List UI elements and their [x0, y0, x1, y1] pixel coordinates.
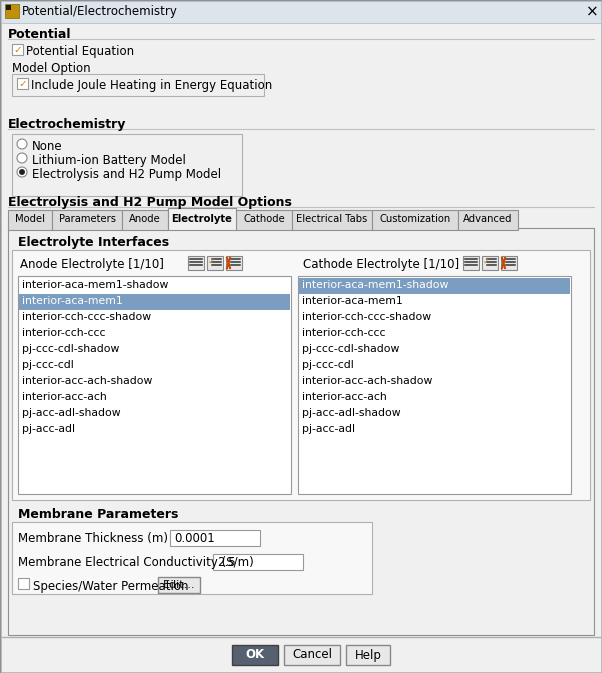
- Text: Membrane Thickness (m): Membrane Thickness (m): [18, 532, 168, 545]
- Bar: [372, 210, 458, 230]
- Text: Cathode: Cathode: [243, 214, 285, 224]
- Text: interior-aca-mem1: interior-aca-mem1: [302, 296, 403, 306]
- Bar: [8, 228, 594, 635]
- Bar: [52, 210, 122, 230]
- Bar: [8, 210, 52, 230]
- Text: Model: Model: [15, 214, 45, 224]
- Text: Potential/Electrochemistry: Potential/Electrochemistry: [22, 5, 178, 18]
- Text: pj-ccc-cdl-shadow: pj-ccc-cdl-shadow: [22, 344, 119, 354]
- Text: Anode: Anode: [129, 214, 161, 224]
- Text: ✓: ✓: [18, 79, 26, 89]
- Bar: [501, 256, 517, 270]
- Circle shape: [17, 167, 27, 177]
- Text: ✓: ✓: [483, 257, 490, 266]
- Bar: [12, 44, 23, 55]
- Text: Model Option: Model Option: [12, 62, 91, 75]
- Bar: [299, 278, 570, 294]
- Text: Electrolyte Interfaces: Electrolyte Interfaces: [18, 236, 169, 249]
- Text: pj-ccc-cdl: pj-ccc-cdl: [22, 360, 74, 370]
- Text: Edit...: Edit...: [163, 580, 195, 590]
- Text: pj-ccc-cdl-shadow: pj-ccc-cdl-shadow: [302, 344, 399, 354]
- Bar: [226, 256, 242, 270]
- Bar: [207, 256, 223, 270]
- Bar: [6, 5, 11, 10]
- Text: Species/Water Permeation: Species/Water Permeation: [33, 580, 188, 593]
- Text: Customization: Customization: [379, 214, 451, 224]
- Text: interior-cch-ccc-shadow: interior-cch-ccc-shadow: [302, 312, 431, 322]
- Text: interior-cch-ccc-shadow: interior-cch-ccc-shadow: [22, 312, 151, 322]
- Text: interior-acc-ach-shadow: interior-acc-ach-shadow: [302, 376, 432, 386]
- Bar: [158, 577, 200, 593]
- Bar: [292, 210, 372, 230]
- Text: pj-ccc-cdl: pj-ccc-cdl: [302, 360, 354, 370]
- Bar: [188, 256, 204, 270]
- Text: Include Joule Heating in Energy Equation: Include Joule Heating in Energy Equation: [31, 79, 272, 92]
- Text: Electrolysis and H2 Pump Model: Electrolysis and H2 Pump Model: [32, 168, 221, 181]
- Text: 2.5: 2.5: [217, 556, 235, 569]
- Circle shape: [17, 139, 27, 149]
- Text: Potential Equation: Potential Equation: [26, 45, 134, 58]
- Text: interior-acc-ach: interior-acc-ach: [302, 392, 386, 402]
- Bar: [232, 645, 278, 665]
- Bar: [170, 530, 260, 546]
- Bar: [298, 276, 571, 494]
- Bar: [213, 554, 303, 570]
- Text: Membrane Electrical Conductivity (S/m): Membrane Electrical Conductivity (S/m): [18, 556, 254, 569]
- Text: interior-cch-ccc: interior-cch-ccc: [22, 328, 105, 338]
- Text: Electrochemistry: Electrochemistry: [8, 118, 126, 131]
- Text: Membrane Parameters: Membrane Parameters: [18, 508, 178, 521]
- Bar: [122, 210, 168, 230]
- Text: ×: ×: [586, 5, 598, 20]
- Text: interior-aca-mem1-shadow: interior-aca-mem1-shadow: [302, 280, 448, 290]
- Bar: [346, 645, 390, 665]
- Bar: [12, 134, 242, 196]
- Text: pj-acc-adl-shadow: pj-acc-adl-shadow: [302, 408, 400, 418]
- Text: Advanced: Advanced: [464, 214, 513, 224]
- Circle shape: [20, 170, 24, 174]
- Bar: [5, 4, 19, 18]
- Text: Cancel: Cancel: [292, 649, 332, 662]
- Bar: [17, 78, 28, 89]
- Text: Electrolyte: Electrolyte: [172, 214, 232, 224]
- Text: Lithium-ion Battery Model: Lithium-ion Battery Model: [32, 154, 186, 167]
- Text: Parameters: Parameters: [58, 214, 116, 224]
- Text: ✓: ✓: [208, 257, 215, 266]
- Text: Electrical Tabs: Electrical Tabs: [296, 214, 368, 224]
- Text: Potential: Potential: [8, 28, 72, 41]
- Circle shape: [17, 153, 27, 163]
- Bar: [12, 250, 590, 500]
- Text: pj-acc-adl: pj-acc-adl: [22, 424, 75, 434]
- Bar: [458, 210, 518, 230]
- Text: interior-acc-ach: interior-acc-ach: [22, 392, 107, 402]
- Text: pj-acc-adl-shadow: pj-acc-adl-shadow: [22, 408, 120, 418]
- Bar: [168, 208, 236, 230]
- Bar: [18, 276, 291, 494]
- Text: interior-aca-mem1-shadow: interior-aca-mem1-shadow: [22, 280, 169, 290]
- Text: interior-cch-ccc: interior-cch-ccc: [302, 328, 385, 338]
- Bar: [12, 74, 264, 96]
- Text: interior-aca-mem1: interior-aca-mem1: [22, 296, 123, 306]
- Bar: [19, 294, 290, 310]
- Text: interior-acc-ach-shadow: interior-acc-ach-shadow: [22, 376, 152, 386]
- Bar: [236, 210, 292, 230]
- Text: Anode Electrolyte [1/10]: Anode Electrolyte [1/10]: [20, 258, 164, 271]
- Text: ✓: ✓: [13, 45, 22, 55]
- Bar: [12, 522, 372, 594]
- Bar: [482, 256, 498, 270]
- Text: pj-acc-adl: pj-acc-adl: [302, 424, 355, 434]
- Text: None: None: [32, 140, 63, 153]
- Bar: [284, 645, 340, 665]
- Text: Electrolysis and H2 Pump Model Options: Electrolysis and H2 Pump Model Options: [8, 196, 292, 209]
- Bar: [1, 1, 601, 23]
- Bar: [463, 256, 479, 270]
- Text: 0.0001: 0.0001: [174, 532, 215, 545]
- Text: Cathode Electrolyte [1/10]: Cathode Electrolyte [1/10]: [303, 258, 459, 271]
- Bar: [18, 578, 29, 589]
- Text: Help: Help: [355, 649, 382, 662]
- Text: OK: OK: [246, 649, 264, 662]
